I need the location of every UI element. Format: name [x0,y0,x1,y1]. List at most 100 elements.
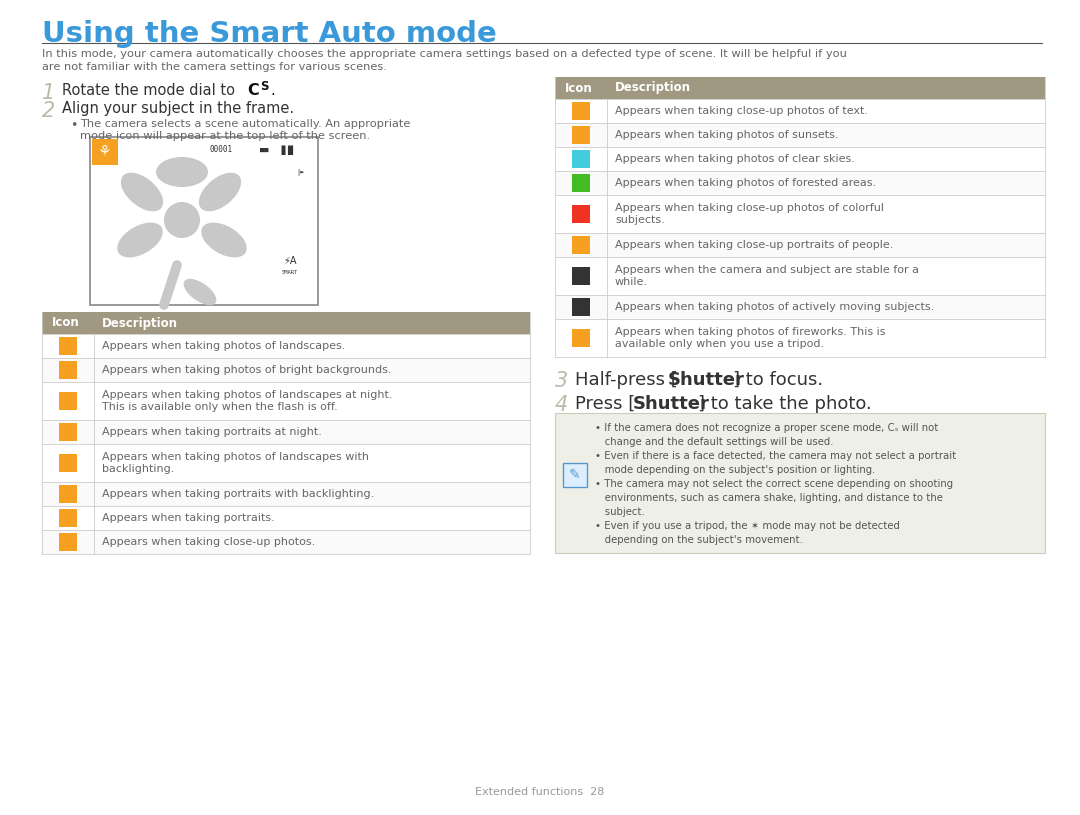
Text: depending on the subject's movement.: depending on the subject's movement. [595,535,802,545]
Bar [555,171,1045,195]
Bar [555,319,1045,357]
Bar [572,150,590,168]
Text: • Even if there is a face detected, the camera may not select a portrait: • Even if there is a face detected, the … [595,451,956,461]
Text: ] to focus.: ] to focus. [733,371,823,389]
Text: mode depending on the subject's position or lighting.: mode depending on the subject's position… [595,465,876,475]
Text: Shutter: Shutter [669,371,745,389]
Bar [555,77,1045,99]
Ellipse shape [201,222,246,258]
Text: 00001: 00001 [210,146,233,155]
Bar [555,123,1045,147]
Bar [555,257,1045,295]
Bar [59,337,77,355]
Text: Description: Description [102,316,178,329]
Bar [572,205,590,223]
Text: Appears when taking photos of landscapes.: Appears when taking photos of landscapes… [102,341,346,351]
Bar [42,506,530,530]
Text: environments, such as camera shake, lighting, and distance to the: environments, such as camera shake, ligh… [595,493,943,503]
Bar [59,392,77,410]
Bar [555,147,1045,171]
Text: Appears when taking close-up photos of text.: Appears when taking close-up photos of t… [615,106,868,116]
Text: 1: 1 [42,83,55,103]
Text: 3: 3 [555,371,568,391]
Bar [42,482,530,506]
Ellipse shape [156,157,208,187]
Text: Appears when taking photos of fireworks. This is
available only when you use a t: Appears when taking photos of fireworks.… [615,327,886,349]
Text: In this mode, your camera automatically chooses the appropriate camera settings : In this mode, your camera automatically … [42,49,847,59]
Bar [42,420,530,444]
Text: Appears when taking portraits at night.: Appears when taking portraits at night. [102,427,322,437]
Text: Appears when taking photos of landscapes at night.
This is available only when t: Appears when taking photos of landscapes… [102,390,392,412]
Bar [572,329,590,347]
Text: Using the Smart Auto mode: Using the Smart Auto mode [42,20,497,48]
Bar [42,382,530,420]
Bar [42,334,530,358]
Text: Appears when taking photos of forested areas.: Appears when taking photos of forested a… [615,178,876,188]
Bar [59,533,77,551]
Circle shape [164,202,200,238]
Bar [42,444,530,482]
Text: Icon: Icon [52,316,80,329]
Text: • The camera may not select the correct scene depending on shooting: • The camera may not select the correct … [595,479,954,489]
Text: Appears when taking close-up photos.: Appears when taking close-up photos. [102,537,315,547]
Text: Appears when the camera and subject are stable for a
while.: Appears when the camera and subject are … [615,265,919,287]
Text: ✎: ✎ [569,468,581,482]
Text: Appears when taking photos of actively moving subjects.: Appears when taking photos of actively m… [615,302,934,312]
Text: Appears when taking close-up portraits of people.: Appears when taking close-up portraits o… [615,240,893,250]
Text: Extended functions  28: Extended functions 28 [475,787,605,797]
Text: 4: 4 [555,395,568,415]
Text: Align your subject in the frame.: Align your subject in the frame. [62,101,294,116]
Bar [572,298,590,316]
Text: subject.: subject. [595,507,645,517]
Bar [572,174,590,192]
Text: Icon: Icon [565,82,593,95]
Bar [555,295,1045,319]
Text: Appears when taking photos of landscapes with
backlighting.: Appears when taking photos of landscapes… [102,452,369,474]
Bar [572,102,590,120]
Text: S: S [260,80,269,93]
Bar [572,126,590,144]
Text: Press [: Press [ [575,395,635,413]
Text: mode icon will appear at the top left of the screen.: mode icon will appear at the top left of… [80,131,370,141]
Text: Appears when taking photos of clear skies.: Appears when taking photos of clear skie… [615,154,855,164]
Ellipse shape [118,222,163,258]
Text: ■■: ■■ [260,147,269,153]
Text: Half-press [: Half-press [ [575,371,678,389]
Text: SMART: SMART [282,271,298,275]
Text: • Even if you use a tripod, the ✶ mode may not be detected: • Even if you use a tripod, the ✶ mode m… [595,521,900,531]
Ellipse shape [121,173,163,211]
Bar [555,99,1045,123]
Text: Description: Description [615,82,691,95]
Text: Appears when taking close-up photos of colorful
subjects.: Appears when taking close-up photos of c… [615,203,885,225]
Text: Appears when taking photos of bright backgrounds.: Appears when taking photos of bright bac… [102,365,391,375]
Text: Appears when taking portraits.: Appears when taking portraits. [102,513,274,523]
Ellipse shape [199,173,241,211]
Text: ⚘: ⚘ [98,144,112,160]
Text: •: • [70,119,78,132]
Bar [59,509,77,527]
Text: 2: 2 [42,101,55,121]
Bar [92,139,118,165]
Bar [59,485,77,503]
Text: .: . [270,83,274,98]
Text: The camera selects a scene automatically. An appropriate: The camera selects a scene automatically… [80,119,410,129]
Text: ] to take the photo.: ] to take the photo. [698,395,872,413]
Text: C: C [247,83,259,98]
Text: Appears when taking portraits with backlighting.: Appears when taking portraits with backl… [102,489,375,499]
Bar [59,423,77,441]
Bar [42,530,530,554]
Bar [555,413,1045,553]
Ellipse shape [184,279,216,305]
Text: ⚡A: ⚡A [283,256,297,266]
Text: change and the default settings will be used.: change and the default settings will be … [595,437,834,447]
Bar [59,361,77,379]
Bar [42,358,530,382]
Text: • If the camera does not recognize a proper scene mode, Cₛ will not: • If the camera does not recognize a pro… [595,423,939,433]
Bar [572,267,590,285]
Bar [555,195,1045,233]
Text: ▐▌█: ▐▌█ [278,145,293,155]
Bar [42,312,530,334]
Text: |►: |► [296,169,305,175]
Bar [555,233,1045,257]
Text: are not familiar with the camera settings for various scenes.: are not familiar with the camera setting… [42,62,387,72]
